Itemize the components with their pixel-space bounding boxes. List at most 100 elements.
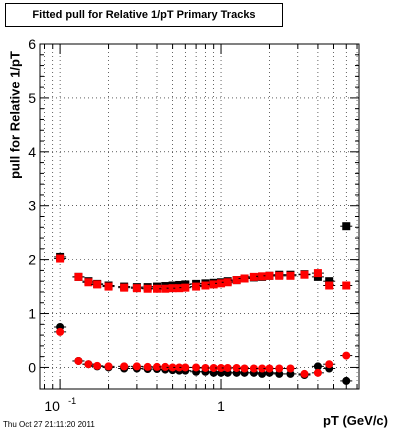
y-tick-label: 3	[28, 198, 36, 214]
circle-marker	[340, 351, 353, 360]
square-marker	[284, 271, 297, 280]
circle-marker	[298, 369, 311, 378]
data-point	[192, 282, 201, 291]
data-point	[74, 272, 83, 281]
circle-marker	[340, 376, 353, 385]
y-tick-label: 0	[28, 359, 36, 375]
data-point	[56, 254, 65, 263]
data-point	[286, 364, 295, 373]
data-point	[192, 363, 201, 372]
square-marker	[311, 269, 324, 278]
y-tick-label: 5	[28, 90, 36, 106]
data-point	[152, 284, 161, 293]
data-point	[175, 363, 184, 372]
axis-ticks: 0 1 2 3 4 5 6 10 -1 1	[28, 36, 359, 414]
square-marker	[102, 282, 115, 291]
data-point	[161, 284, 170, 293]
data-point	[232, 363, 241, 372]
y-tick-label: 2	[28, 252, 36, 268]
data-point	[325, 281, 334, 290]
x-tick-label: 10	[44, 398, 60, 414]
square-marker	[199, 281, 212, 290]
data-point	[240, 364, 249, 373]
circle-marker	[179, 363, 192, 372]
y-tick-label: 6	[28, 36, 36, 52]
data-point	[232, 276, 241, 285]
square-marker	[238, 274, 251, 283]
data-point	[143, 284, 152, 293]
square-marker	[323, 281, 336, 290]
data-point	[265, 364, 274, 373]
data-point	[258, 364, 267, 373]
x-axis-label: pT (GeV/c)	[322, 413, 388, 428]
square-marker	[221, 278, 234, 287]
data-point	[286, 271, 295, 280]
data-point	[84, 278, 93, 287]
data-point	[209, 280, 218, 289]
data-point	[240, 274, 249, 283]
circle-marker	[72, 356, 85, 365]
y-tick-label: 4	[28, 144, 36, 160]
data-point	[275, 364, 284, 373]
data-point	[161, 362, 170, 371]
circle-marker	[190, 363, 203, 372]
square-marker	[340, 222, 353, 231]
timestamp: Thu Oct 27 21:11:20 2011	[3, 420, 95, 429]
circle-marker	[311, 368, 324, 377]
data-point	[93, 280, 102, 289]
data-point	[143, 362, 152, 371]
circle-marker	[102, 362, 115, 371]
circle-marker	[323, 360, 336, 369]
data-point	[56, 327, 65, 336]
circle-marker	[284, 364, 297, 373]
data-point	[249, 364, 258, 373]
circle-marker	[130, 362, 143, 371]
data-point	[265, 271, 274, 280]
square-marker	[340, 281, 353, 290]
grid	[40, 43, 359, 389]
square-marker	[273, 271, 286, 280]
y-axis-label: pull for Relative 1/pT	[7, 51, 23, 179]
data-point	[120, 362, 129, 371]
data-point	[132, 284, 141, 293]
plot-frame	[39, 43, 360, 390]
data-point	[300, 270, 309, 279]
data-point	[181, 283, 190, 292]
circle-marker	[91, 361, 104, 370]
data-point	[249, 272, 258, 281]
data-point	[258, 272, 267, 281]
x-tick-label-exponent: -1	[68, 396, 76, 406]
square-marker	[72, 272, 85, 281]
square-marker	[130, 284, 143, 293]
square-marker	[91, 280, 104, 289]
data-point	[74, 356, 83, 365]
data-point	[168, 363, 177, 372]
data-markers	[54, 222, 353, 385]
data-point	[313, 269, 322, 278]
data-point	[132, 362, 141, 371]
data-point	[201, 281, 210, 290]
square-marker	[54, 254, 67, 263]
circle-marker	[311, 362, 324, 371]
data-point	[325, 277, 334, 286]
data-point	[93, 361, 102, 370]
data-point	[342, 222, 351, 231]
data-point	[175, 284, 184, 293]
data-point	[84, 360, 93, 369]
data-point	[342, 376, 351, 385]
data-point	[275, 271, 284, 280]
data-point	[342, 351, 351, 360]
circle-marker	[273, 364, 286, 373]
x-tick-label: 1	[217, 398, 225, 414]
y-tick-label: 1	[28, 306, 36, 322]
data-point	[104, 282, 113, 291]
data-point	[168, 284, 177, 293]
circle-marker	[54, 327, 67, 336]
square-marker	[179, 283, 192, 292]
chart-title: Fitted pull for Relative 1/pT Primary Tr…	[32, 9, 256, 21]
data-point	[217, 363, 226, 372]
data-point	[217, 279, 226, 288]
chart-title-box: Fitted pull for Relative 1/pT Primary Tr…	[5, 3, 283, 27]
square-marker	[323, 277, 336, 286]
